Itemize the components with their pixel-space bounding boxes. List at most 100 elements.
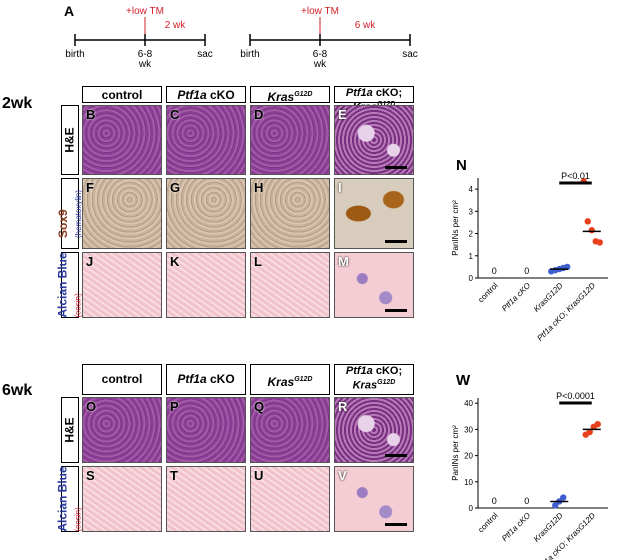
row-label: Sox9 (hematoxylin)	[56, 178, 83, 249]
scale-bar	[385, 309, 407, 312]
superscript: G12D	[294, 376, 313, 383]
superscript: G12D	[294, 91, 313, 98]
panel-letter: N	[456, 157, 467, 174]
y-tick-label: 4	[469, 185, 474, 194]
stain: Sox9	[56, 208, 71, 238]
header-text: cKO	[210, 372, 235, 386]
row-label: H&E	[61, 105, 79, 175]
panel-letter: I	[338, 180, 342, 195]
y-tick-label: 30	[464, 425, 473, 434]
histology-image: U	[250, 466, 330, 532]
superscript: G12D	[377, 379, 396, 386]
y-tick-label: 3	[469, 207, 474, 216]
scale-bar	[385, 166, 407, 169]
stain: H&E	[63, 127, 77, 153]
header-text: control	[101, 372, 143, 386]
panel-letter: W	[456, 372, 471, 389]
panel-letter: S	[86, 468, 95, 483]
y-tick-label: 20	[464, 452, 473, 461]
scale-bar	[385, 523, 407, 526]
row-label-text: H&E	[63, 417, 77, 442]
header-text: cKO;	[375, 87, 403, 99]
section-label: 6wk	[2, 382, 33, 399]
mid: wk	[138, 59, 152, 70]
panel-letter: T	[170, 468, 178, 483]
duration: 6 wk	[355, 20, 377, 31]
histology-image: Q	[250, 397, 330, 463]
histology-image: P	[166, 397, 246, 463]
data-point	[560, 494, 567, 501]
panel-letter: H	[254, 180, 264, 195]
histology-image: T	[166, 466, 246, 532]
mid: wk	[313, 59, 327, 70]
panel-letter: R	[338, 399, 348, 414]
annotation: P<0.0001	[556, 391, 595, 401]
data-point	[596, 239, 603, 246]
stain: H&E	[63, 417, 77, 443]
y-tick-label: 10	[464, 478, 473, 487]
mid: 6-8	[138, 49, 153, 60]
histology-image: R	[334, 397, 414, 463]
panel-letter: L	[254, 254, 262, 269]
panel-letter: C	[170, 107, 180, 122]
row-label-text: H&E	[63, 127, 77, 152]
data-point	[584, 218, 591, 225]
stain: Alcian Blue	[56, 466, 71, 532]
treatment: +low TM	[301, 6, 339, 17]
column-header: Ptf1a cKO	[166, 364, 246, 395]
panel-letter: U	[254, 468, 264, 483]
row-label: Alcian Blue (eosin)	[56, 252, 83, 318]
header-text: cKO;	[375, 365, 403, 377]
gene: Kras	[267, 90, 295, 104]
y-tick-label: 1	[469, 252, 474, 261]
histology-image: C	[166, 105, 246, 175]
panel-letter: E	[338, 107, 347, 122]
column-header: KrasG12D	[250, 364, 330, 395]
histology-image: E	[334, 105, 414, 175]
column-header: control	[82, 364, 162, 395]
panel-letter: M	[338, 254, 349, 269]
data-point	[588, 227, 595, 234]
x-tick-label: Ptf1a cKO	[500, 281, 532, 313]
scale-bar	[385, 240, 407, 243]
header-text: cKO	[210, 88, 235, 102]
end: sac	[197, 49, 213, 60]
histology-image: B	[82, 105, 162, 175]
mid: 6-8	[313, 49, 328, 60]
histology-image: F	[82, 178, 162, 249]
histology-image: I	[334, 178, 414, 249]
start: birth	[240, 49, 259, 60]
y-tick-label: 40	[464, 399, 473, 408]
value-label: 0	[524, 266, 529, 276]
histology-image: S	[82, 466, 162, 532]
x-tick-label: control	[476, 281, 500, 305]
gene: Ptf1a	[177, 88, 207, 102]
gene: Ptf1a	[177, 372, 207, 386]
column-header: control	[82, 86, 162, 103]
panel-letter: V	[338, 468, 347, 483]
value-label: 0	[524, 496, 529, 506]
x-tick-label: KrasG12D	[532, 281, 565, 314]
column-header: Ptf1a cKO	[166, 86, 246, 103]
section-label: 2wk	[2, 95, 33, 112]
gene: Kras	[352, 379, 378, 392]
panel-letter: Q	[254, 399, 265, 414]
y-tick-label: 2	[469, 230, 474, 239]
scale-bar	[385, 454, 407, 457]
histology-image: D	[250, 105, 330, 175]
x-tick-label: Ptf1a cKO	[500, 511, 532, 543]
panel-letter: O	[86, 399, 97, 414]
panel-letter: F	[86, 180, 94, 195]
panel-letter: A	[64, 3, 74, 19]
row-label-text: Alcian Blue (eosin)	[56, 466, 84, 531]
data-point	[594, 420, 601, 428]
column-header: Ptf1a cKO;KrasG12D	[334, 86, 414, 113]
duration: 2 wk	[165, 20, 187, 31]
column-header: Ptf1a cKO;KrasG12D	[334, 364, 414, 395]
histology-image: O	[82, 397, 162, 463]
histology-image: G	[166, 178, 246, 249]
y-axis-label: PanINs per cm²	[451, 200, 460, 256]
histology-image: V	[334, 466, 414, 532]
